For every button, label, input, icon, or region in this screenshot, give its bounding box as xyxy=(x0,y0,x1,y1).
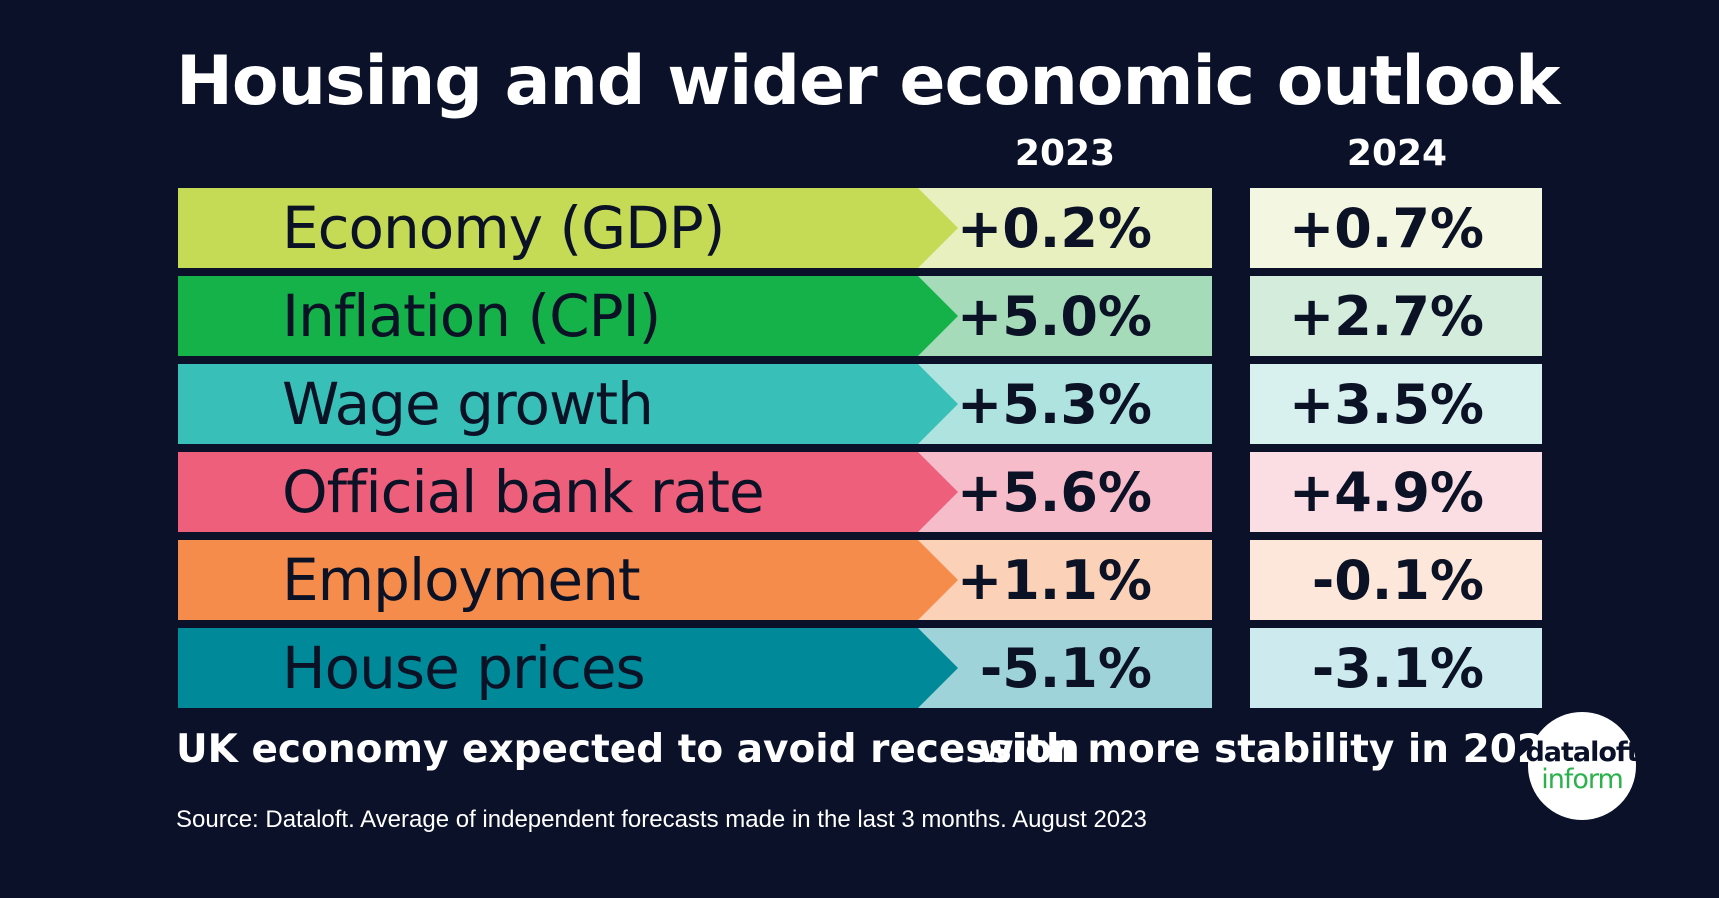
value-2024: -0.1% xyxy=(1250,540,1542,620)
table-row: +5.0% +2.7% Inflation (CPI) xyxy=(178,276,1542,356)
chart-title: Housing and wider economic outlook xyxy=(176,42,1560,121)
table-row: +5.6% +4.9% Official bank rate xyxy=(178,452,1542,532)
dataloft-inform-logo: dataloft inform xyxy=(1525,712,1640,820)
logo-text-dataloft: dataloft xyxy=(1525,737,1639,768)
row-label-band xyxy=(178,188,918,268)
table-row: +5.3% +3.5% Wage growth xyxy=(178,364,1542,444)
column-header-2023: 2023 xyxy=(1014,133,1116,174)
row-label-band xyxy=(178,540,918,620)
row-label-band xyxy=(178,628,918,708)
value-2023: -5.1% xyxy=(918,628,1212,708)
column-header-2024: 2024 xyxy=(1346,133,1448,174)
value-2023: +0.2% xyxy=(918,188,1212,268)
row-arrow-tip xyxy=(918,364,958,444)
value-2023: +1.1% xyxy=(918,540,1212,620)
value-2024: +3.5% xyxy=(1250,364,1542,444)
row-label: Employment xyxy=(282,546,641,614)
row-label-band xyxy=(178,276,918,356)
row-arrow-tip xyxy=(918,188,958,268)
value-2024: +2.7% xyxy=(1250,276,1542,356)
table-row: -5.1% -3.1% House prices xyxy=(178,628,1542,708)
value-2023: +5.0% xyxy=(918,276,1212,356)
row-label: Wage growth xyxy=(282,370,654,438)
row-label: Official bank rate xyxy=(282,458,765,526)
row-arrow-tip xyxy=(918,452,958,532)
row-label-band xyxy=(178,364,918,444)
row-label: Inflation (CPI) xyxy=(282,282,661,350)
value-2024: +4.9% xyxy=(1250,452,1542,532)
value-2023: +5.6% xyxy=(918,452,1212,532)
row-label: Economy (GDP) xyxy=(282,194,725,262)
table-row: +0.2% +0.7% Economy (GDP) xyxy=(178,188,1542,268)
source-note: Source: Dataloft. Average of independent… xyxy=(176,806,1147,833)
logo-text-inform: inform xyxy=(1541,764,1624,795)
row-arrow-tip xyxy=(918,628,958,708)
subtitle-left: UK economy expected to avoid recession xyxy=(176,727,1080,772)
value-2024: -3.1% xyxy=(1250,628,1542,708)
subtitle-right: with more stability in 2024 xyxy=(978,727,1572,772)
value-2023: +5.3% xyxy=(918,364,1212,444)
value-2024: +0.7% xyxy=(1250,188,1542,268)
row-arrow-tip xyxy=(918,276,958,356)
table-row: +1.1% -0.1% Employment xyxy=(178,540,1542,620)
row-label: House prices xyxy=(282,634,646,702)
row-arrow-tip xyxy=(918,540,958,620)
row-label-band xyxy=(178,452,918,532)
